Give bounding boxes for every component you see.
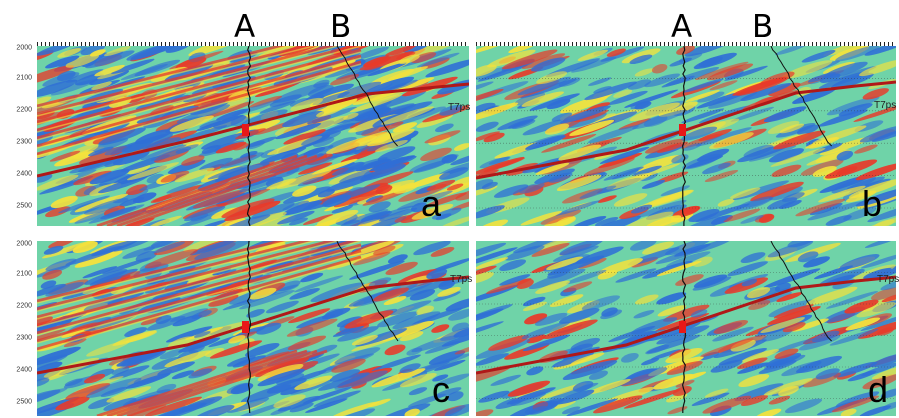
top-ruler-right	[476, 42, 896, 46]
seismic-panel-c	[37, 241, 469, 416]
horizon-label-d: T7ps	[877, 274, 899, 285]
y-tick: 2100	[16, 74, 32, 82]
horizon-label-a: T7ps	[448, 102, 471, 113]
seismic-image-d	[476, 241, 896, 416]
y-tick: 2100	[16, 270, 32, 278]
well-label-b-right: B	[752, 9, 774, 45]
y-tick: 2200	[16, 302, 32, 310]
y-tick: 2300	[16, 138, 32, 146]
panel-letter-b: b	[862, 183, 883, 224]
y-tick: 2200	[16, 106, 32, 114]
y-axis-top: 2000 2100 2200 2300 2400 2500	[6, 45, 36, 225]
y-axis-bottom: 2000 2100 2200 2300 2400 2500	[6, 241, 36, 416]
seismic-image-a	[37, 46, 469, 226]
y-tick: 2400	[16, 170, 32, 178]
well-label-a-left: A	[234, 9, 256, 45]
top-ruler-left	[37, 42, 469, 46]
seismic-panel-b	[476, 46, 896, 226]
y-tick: 2400	[16, 366, 32, 374]
horizon-label-b: T7ps	[874, 100, 897, 111]
seismic-panel-d	[476, 241, 896, 416]
well-label-a-right: A	[671, 9, 693, 45]
well-label-b-left: B	[330, 9, 352, 45]
y-tick: 2000	[16, 240, 32, 248]
horizon-label-c: T7ps	[450, 274, 473, 285]
y-tick: 2000	[16, 44, 32, 52]
seismic-image-b	[476, 46, 896, 226]
seismic-image-c	[37, 241, 469, 416]
panel-letter-d: d	[868, 369, 889, 410]
y-tick: 2300	[16, 334, 32, 342]
y-tick: 2500	[16, 202, 32, 210]
seismic-panel-a	[37, 46, 469, 226]
panel-letter-c: c	[432, 369, 450, 410]
y-tick: 2500	[16, 398, 32, 406]
panel-letter-a: a	[421, 183, 442, 224]
